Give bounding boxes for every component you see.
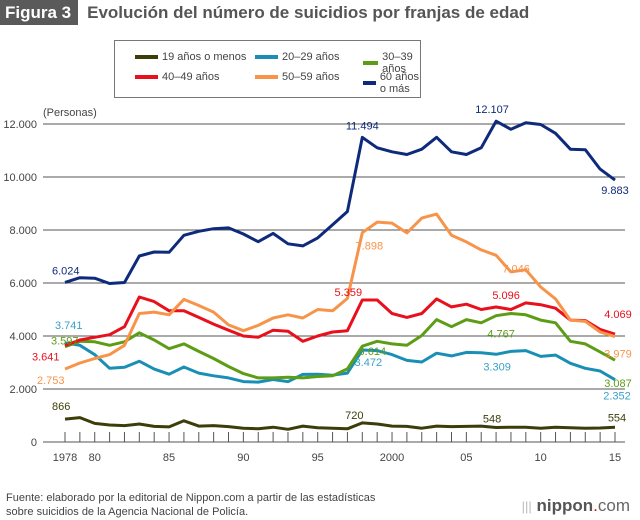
data-label: 3.309 <box>483 361 511 373</box>
y-tick-label: 10.000 <box>3 172 37 184</box>
legend-swatch <box>255 55 278 59</box>
data-label: 5.359 <box>335 287 363 299</box>
x-tick-label: 80 <box>89 452 101 464</box>
data-label: 3.597 <box>51 336 79 348</box>
data-label: 3.472 <box>355 357 383 369</box>
data-label: 2.352 <box>603 391 631 403</box>
data-label: 12.107 <box>475 104 509 116</box>
legend-item-30-39: 30–39 años <box>363 51 420 75</box>
legend-label: 50–59 años <box>282 71 340 83</box>
x-tick-label: 10 <box>535 452 547 464</box>
data-label: 11.494 <box>346 120 379 132</box>
brand-bars-icon: ||| <box>521 499 532 514</box>
legend-swatch <box>363 61 379 65</box>
x-tick-label: 95 <box>312 452 324 464</box>
y-axis-label: (Personas) <box>43 107 97 119</box>
x-tick-label: 85 <box>163 452 175 464</box>
legend-item-19-or-less: 19 años o menos <box>135 51 246 63</box>
legend-label: 60 años o más <box>379 71 419 95</box>
data-label: 5.096 <box>492 290 520 302</box>
data-label: 7.898 <box>356 241 384 253</box>
brand-dot: . <box>593 496 598 515</box>
data-label: 554 <box>608 412 626 424</box>
data-label: 3.979 <box>604 349 632 361</box>
data-label: 3.614 <box>359 346 387 358</box>
y-axis: 0 2.000 4.000 6.000 8.000 10.000 12.000 <box>3 119 37 449</box>
legend: 19 años o menos 20–29 años 30–39 años 40… <box>114 40 421 98</box>
series-line <box>64 416 616 431</box>
legend-item-20-29: 20–29 años <box>255 51 340 63</box>
brand-logo: ||| nippon.com <box>522 496 630 516</box>
data-label: 9.883 <box>601 185 629 197</box>
data-labels: 6.024 11.494 12.107 9.883 2.753 7.898 7.046 3.9… <box>32 104 632 425</box>
series-line <box>64 295 616 347</box>
source-line-1: Fuente: elaborado por la editorial de Ni… <box>6 492 376 504</box>
data-label: 3.087 <box>604 378 632 390</box>
data-label: 7.046 <box>502 263 530 275</box>
header: Figura 3 Evolución del número de suicidi… <box>0 0 529 25</box>
series-line <box>64 312 616 380</box>
legend-label: 20–29 años <box>282 51 340 63</box>
figure-label: Figura 3 <box>0 0 79 25</box>
legend-item-50-59: 50–59 años <box>255 71 340 83</box>
brand-name: nippon <box>536 496 594 515</box>
y-tick-label: 0 <box>31 437 37 449</box>
legend-item-40-49: 40–49 años <box>135 71 220 83</box>
series-line <box>64 119 616 285</box>
x-axis: 1978 80 85 90 95 2000 05 10 15 <box>53 432 621 464</box>
x-tick-label: 2000 <box>380 452 404 464</box>
x-tick-label: 1978 <box>53 452 77 464</box>
data-label: 2.753 <box>37 375 65 387</box>
legend-swatch <box>135 55 158 59</box>
legend-swatch <box>255 75 278 79</box>
x-tick-label: 90 <box>237 452 249 464</box>
legend-label: 40–49 años <box>162 71 220 83</box>
data-label: 4.767 <box>487 329 515 341</box>
chart-title: Evolución del número de suicidios por fr… <box>87 2 530 22</box>
source-line-2: sobre suicidios de la Agencia Nacional d… <box>6 506 249 518</box>
data-label: 866 <box>52 401 70 413</box>
grid <box>43 123 625 443</box>
data-label: 720 <box>345 410 363 422</box>
legend-item-60-plus: 60 años o más <box>363 71 420 95</box>
x-tick-label: 05 <box>460 452 472 464</box>
source-note: Fuente: elaborado por la editorial de Ni… <box>6 491 375 519</box>
data-label: 3.641 <box>32 352 60 364</box>
legend-label: 30–39 años <box>382 51 413 75</box>
data-label: 6.024 <box>52 265 80 277</box>
y-tick-label: 8.000 <box>9 225 37 237</box>
series-lines <box>64 119 616 431</box>
x-tick-label: 15 <box>609 452 621 464</box>
y-tick-label: 4.000 <box>9 331 37 343</box>
y-tick-label: 2.000 <box>9 384 37 396</box>
series-line <box>64 212 616 371</box>
data-label: 3.741 <box>55 320 83 332</box>
y-tick-label: 12.000 <box>3 119 37 131</box>
legend-swatch <box>135 75 158 79</box>
data-label: 548 <box>483 413 501 425</box>
legend-label: 19 años o menos <box>162 51 247 63</box>
brand-tld: com <box>597 496 630 515</box>
legend-swatch <box>363 81 376 85</box>
y-tick-label: 6.000 <box>9 278 37 290</box>
series-line <box>64 341 616 384</box>
data-label: 4.069 <box>604 309 632 321</box>
